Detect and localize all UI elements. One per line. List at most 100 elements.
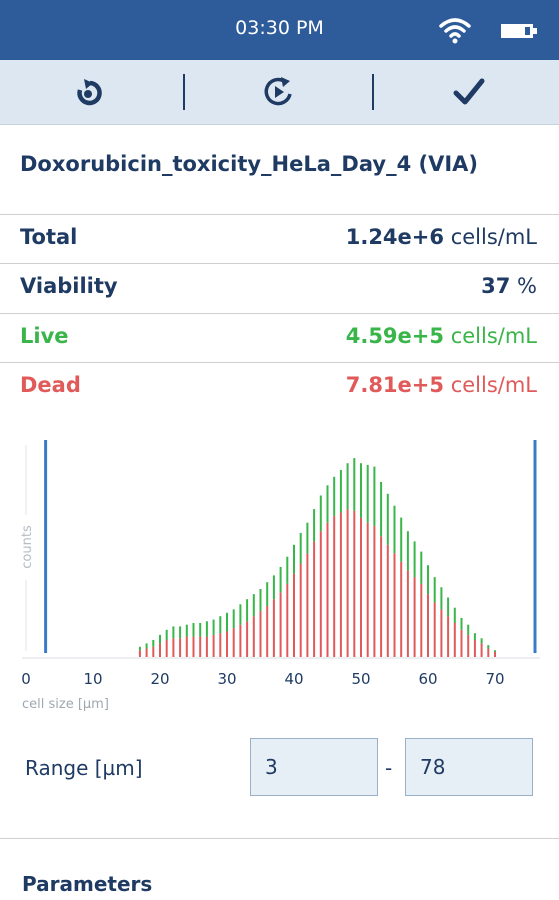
histogram-bar-live — [239, 604, 242, 625]
histogram-bar-live — [172, 626, 175, 639]
histogram-bar-dead — [319, 531, 322, 657]
histogram-bar-dead — [427, 594, 429, 657]
measurement-title: Doxorubicin_toxicity_HeLa_Day_4 (VIA) — [20, 152, 479, 176]
x-tick-label: 20 — [150, 670, 169, 688]
histogram-bar-live — [232, 609, 235, 629]
microscope-refresh-icon — [77, 79, 102, 106]
histogram-bar-dead — [433, 602, 436, 657]
histogram-bar-dead — [192, 636, 195, 657]
checkmark-icon — [453, 78, 485, 105]
histogram-bar-live — [393, 505, 396, 554]
histogram-bar-dead — [226, 631, 228, 657]
histogram-bar-dead — [406, 570, 409, 657]
wifi-icon — [439, 18, 471, 44]
histogram-bar-live — [185, 624, 188, 637]
histogram-bar-live — [427, 565, 429, 595]
histogram-bar-live — [400, 517, 403, 562]
histogram-bar-live — [138, 646, 141, 651]
histogram-bar-dead — [232, 628, 235, 657]
cell-size-histogram[interactable]: counts 0 10 20 30 40 50 60 70 cell size [µm] — [0, 425, 559, 715]
histogram-bar-dead — [360, 517, 362, 657]
histogram-bar-live — [179, 626, 182, 639]
histogram-bar-live — [313, 509, 316, 542]
histogram-bar-live — [480, 638, 483, 644]
viability-value: 37 % — [481, 274, 537, 298]
histogram-bar-dead — [487, 648, 490, 657]
range-separator: - — [385, 756, 393, 780]
histogram-bar-dead — [152, 646, 155, 657]
y-axis-label: counts — [20, 525, 35, 569]
histogram-bar-live — [473, 633, 476, 640]
range-label: Range [µm] — [25, 756, 143, 780]
histogram-bar-live — [366, 464, 369, 523]
analyze-again-button[interactable] — [28, 60, 148, 124]
histogram-bar-live — [266, 582, 269, 606]
histogram-bar-live — [212, 619, 215, 635]
histogram-bar-live — [165, 629, 168, 640]
histogram-bar-live — [319, 495, 322, 532]
range-min-input[interactable]: 3 — [250, 738, 378, 796]
range-max-value: 78 — [420, 755, 446, 779]
histogram-bar-dead — [179, 638, 182, 657]
toolbar — [0, 60, 559, 125]
histogram-bar-live — [353, 458, 356, 511]
x-axis-label: cell size [µm] — [22, 697, 109, 712]
histogram-bar-live — [306, 522, 309, 554]
histogram-bar-dead — [420, 583, 423, 657]
histogram-bar-live — [219, 616, 222, 634]
status-bar: 03:30 PM — [0, 0, 559, 60]
histogram-bar-dead — [159, 643, 161, 657]
histogram-bar-live — [152, 640, 155, 647]
histogram-bar-live — [346, 463, 349, 510]
histogram-bar-dead — [279, 592, 282, 657]
histogram-bar-dead — [293, 573, 295, 657]
histogram-bar-dead — [473, 640, 476, 657]
replay-button[interactable] — [219, 60, 339, 124]
histogram-bar-live — [286, 556, 289, 584]
x-tick-label: 40 — [284, 670, 303, 688]
histogram-bar-dead — [165, 640, 168, 657]
histogram-bar-live — [246, 599, 249, 622]
histogram-bar-dead — [373, 526, 376, 657]
histogram-bar-live — [487, 645, 490, 649]
histogram-bar-live — [159, 634, 161, 644]
histogram-bar-live — [413, 541, 416, 578]
histogram-bar-dead — [346, 509, 349, 657]
x-tick-label: 10 — [83, 670, 102, 688]
confirm-button[interactable] — [409, 60, 529, 124]
dead-label: Dead — [20, 373, 81, 397]
result-row-total: Total 1.24e+6 cells/mL — [0, 214, 559, 262]
toolbar-separator — [183, 74, 185, 110]
histogram-bar-dead — [286, 583, 289, 657]
histogram-bar-live — [252, 594, 255, 617]
live-label: Live — [20, 324, 69, 348]
histogram-bar-dead — [313, 541, 316, 657]
battery-icon — [501, 24, 537, 38]
histogram-bar-dead — [480, 643, 483, 657]
histogram-bar-live — [453, 607, 456, 623]
histogram-bar-dead — [239, 624, 242, 657]
histogram-bar-live — [339, 470, 342, 513]
histogram-bar-dead — [333, 515, 336, 657]
histogram-bar-live — [293, 544, 295, 574]
x-tick-label: 70 — [485, 670, 504, 688]
result-row-live: Live 4.59e+5 cells/mL — [0, 313, 559, 361]
x-tick-label: 50 — [351, 670, 370, 688]
histogram-bar-live — [199, 623, 202, 637]
histogram-bar-dead — [185, 636, 188, 657]
histogram-bar-live — [145, 643, 148, 649]
parameters-heading[interactable]: Parameters — [22, 872, 153, 896]
histogram-bar-dead — [339, 512, 342, 657]
histogram-bar-dead — [138, 650, 141, 657]
histogram-bar-dead — [386, 544, 389, 657]
range-max-input[interactable]: 78 — [405, 738, 533, 796]
histogram-bar-live — [406, 531, 409, 571]
histogram-bar-live — [333, 476, 336, 516]
total-label: Total — [20, 225, 78, 249]
histogram-bar-dead — [246, 621, 249, 657]
histogram-bar-live — [272, 575, 275, 600]
histogram-bar-dead — [453, 623, 456, 657]
histogram-bar-dead — [366, 522, 369, 657]
histogram-bar-live — [433, 577, 436, 603]
histogram-bar-dead — [205, 636, 208, 657]
